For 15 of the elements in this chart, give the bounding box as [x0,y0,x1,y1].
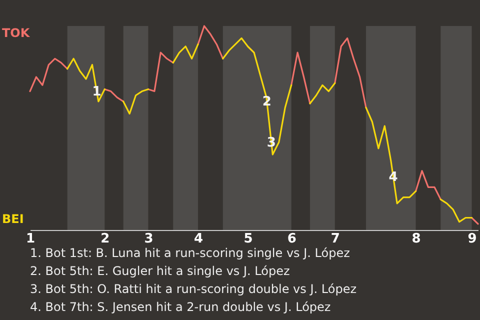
x-tick-label: 5 [244,232,253,246]
x-tick-label: 9 [468,232,477,246]
text: 1. Bot 1st: B. Luna hit a run-scoring single vs J. López [30,245,351,262]
text: 4. Bot 7th: S. Jensen hit a 2-run double vs J. López [30,299,332,316]
x-tick-label: 2 [100,232,110,246]
x-tick-label: 1 [26,232,36,246]
text: 2. Bot 5th: E. Gugler hit a single vs J. López [30,263,291,280]
x-tick-label: 3 [144,232,154,246]
text: TOK [2,26,30,40]
x-tick-label: 4 [194,232,204,246]
x-tick-label: 7 [330,232,340,246]
x-tick-label: 6 [287,232,296,246]
x-tick-label: 8 [412,232,421,246]
text: BEI [2,212,24,226]
text: 3. Bot 5th: O. Ratti hit a run-scoring double vs J. López [30,281,356,298]
